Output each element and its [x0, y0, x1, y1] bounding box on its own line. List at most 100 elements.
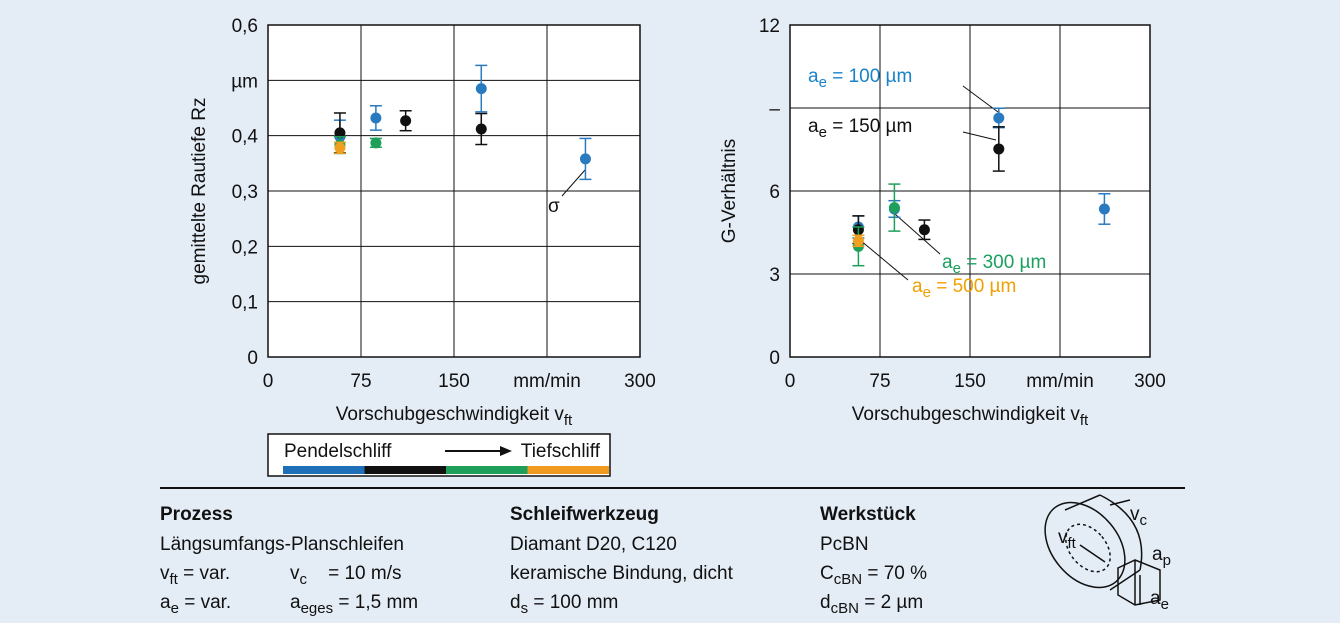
x-axis-label: Vorschubgeschwindigkeit vft	[336, 404, 573, 429]
workpiece-diagram	[1044, 494, 1161, 606]
process-to: Tiefschliff	[521, 441, 601, 462]
text-part: PcBN	[820, 534, 869, 555]
data-point	[852, 235, 864, 247]
y-tick-label: 0,3	[232, 182, 258, 203]
info-line: aeges = 1,5 mm	[290, 592, 418, 617]
text-part: = 2 µm	[859, 592, 923, 613]
subscript: e	[1161, 596, 1169, 613]
text-part: a	[1152, 544, 1163, 565]
y-tick-label: 3	[769, 265, 780, 286]
text-part: v	[290, 563, 300, 584]
text-part: d	[510, 592, 521, 613]
info-line: dcBN = 2 µm	[820, 592, 923, 617]
subscript: e	[171, 600, 179, 617]
y-tick-label: 6	[769, 182, 780, 203]
arrow-vft	[1079, 544, 1106, 563]
subscript: ft	[1068, 535, 1077, 552]
data-point	[993, 112, 1005, 124]
info-line: ae = var.	[160, 592, 231, 617]
text-part: = 100 mm	[528, 592, 618, 613]
text-part: a	[290, 592, 301, 613]
subscript: cBN	[831, 600, 859, 617]
process-from: Pendelschliff	[284, 441, 392, 462]
diagram-label: vc	[1130, 504, 1148, 529]
annotation-line	[561, 169, 586, 197]
text-part: a	[912, 276, 923, 297]
data-point	[918, 224, 930, 236]
data-point	[1098, 203, 1110, 215]
subscript: cBN	[834, 571, 862, 588]
process-strip	[364, 466, 446, 474]
x-tick-label: 75	[350, 371, 371, 392]
text-part: = var.	[179, 592, 231, 613]
diagram-label: ae	[1150, 588, 1169, 613]
text-part: Vorschubgeschwindigkeit v	[336, 404, 565, 425]
subscript: ft	[1080, 412, 1089, 429]
x-tick-label: 150	[954, 371, 986, 392]
y-tick-label: µm	[231, 71, 258, 92]
info-line: Längsumfangs-Planschleifen	[160, 534, 404, 555]
text-part: = 100 µm	[827, 66, 912, 87]
subscript: ft	[170, 571, 179, 588]
process-strip	[527, 466, 609, 474]
subscript: e	[819, 124, 827, 141]
x-tick-label: 0	[785, 371, 796, 392]
y-tick-label: 0,1	[232, 293, 258, 314]
arrow-head	[500, 446, 512, 456]
data-point	[993, 143, 1005, 155]
text-part: Längsumfangs-Planschleifen	[160, 534, 404, 555]
annotation: ae = 300 µm	[942, 252, 1046, 277]
text-part: Vorschubgeschwindigkeit v	[852, 404, 1081, 425]
annotation: ae = 100 µm	[808, 66, 912, 91]
x-tick-label: 300	[624, 371, 656, 392]
y-tick-label: 0,6	[232, 16, 258, 37]
info-line: Diamant D20, C120	[510, 534, 677, 555]
text-part: C	[820, 563, 834, 584]
wheel-front	[1044, 501, 1126, 589]
x-tick-label: 0	[263, 371, 274, 392]
subscript: e	[953, 260, 961, 277]
info-line: vc = 10 m/s	[290, 563, 402, 588]
annotation: ae = 150 µm	[808, 116, 912, 141]
y-tick-label: 12	[759, 16, 780, 37]
text-part: a	[942, 252, 953, 273]
info-title: Werkstück	[820, 504, 916, 525]
arrow-vc	[1109, 499, 1131, 506]
data-point	[334, 142, 346, 154]
text-part: keramische Bindung, dicht	[510, 563, 734, 584]
subscript: e	[819, 74, 827, 91]
text-part: Diamant D20, C120	[510, 534, 677, 555]
subscript: ft	[564, 412, 573, 429]
info-line: ds = 100 mm	[510, 592, 618, 617]
text-part: = 300 µm	[961, 252, 1046, 273]
subscript: c	[1140, 512, 1148, 529]
data-point	[334, 127, 346, 139]
text-part: a	[1150, 588, 1161, 609]
info-line: vft = var.	[160, 563, 230, 588]
x-tick-label: 300	[1134, 371, 1166, 392]
text-part: v	[160, 563, 170, 584]
text-part: = 500 µm	[931, 276, 1016, 297]
info-title: Prozess	[160, 504, 233, 525]
workpiece	[1117, 559, 1161, 606]
info-title: Schleifwerkzeug	[510, 504, 659, 525]
text-part: d	[820, 592, 831, 613]
x-tick-label: 75	[869, 371, 890, 392]
y-tick-label: –	[769, 99, 780, 120]
diagram-label: vft	[1058, 527, 1077, 552]
text-part: a	[808, 116, 819, 137]
annotation-line	[962, 85, 999, 113]
subscript: p	[1163, 552, 1171, 569]
x-tick-label: 150	[438, 371, 470, 392]
data-point	[400, 115, 412, 127]
y-tick-label: 0	[769, 348, 780, 369]
text-part: = 70 %	[862, 563, 927, 584]
annotation-line	[859, 239, 909, 281]
data-point	[579, 153, 591, 165]
text-part: = 150 µm	[827, 116, 912, 137]
info-line: PcBN	[820, 534, 869, 555]
y-axis-label: gemittelte Rautiefe Rz	[189, 98, 210, 285]
data-point	[370, 137, 382, 149]
data-point	[475, 123, 487, 135]
